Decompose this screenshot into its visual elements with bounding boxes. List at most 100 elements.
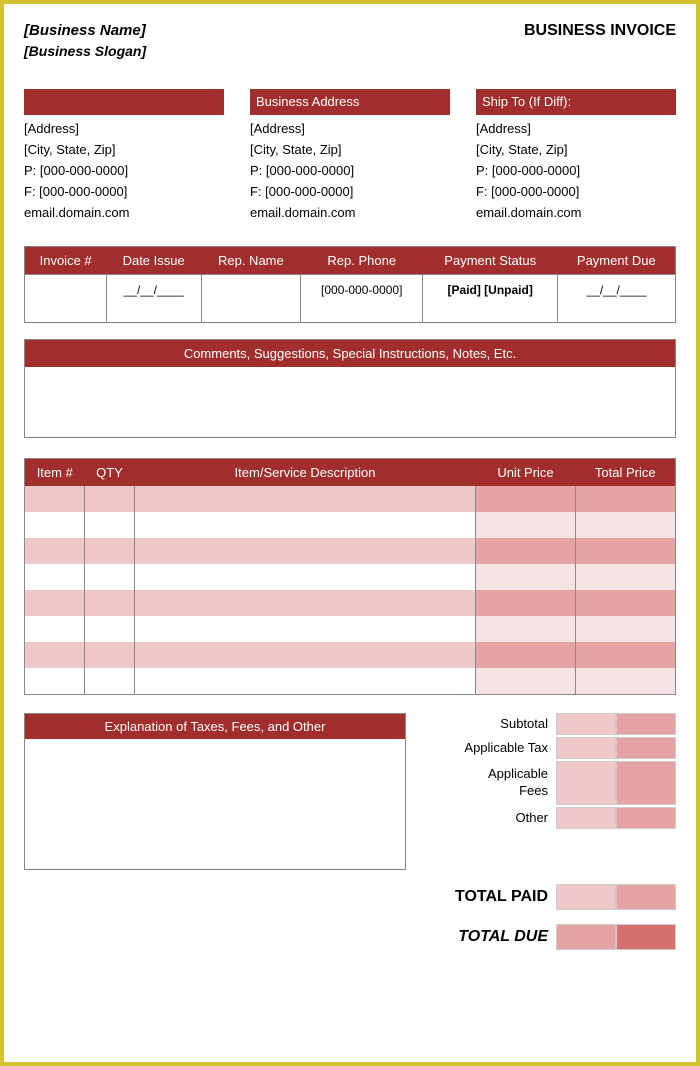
address-line: P: [000-000-0000] — [24, 163, 224, 178]
explain-body[interactable] — [25, 739, 405, 869]
item-cell[interactable] — [85, 616, 135, 642]
total-due-cell[interactable] — [556, 924, 616, 950]
item-cell[interactable] — [576, 668, 676, 694]
item-cell[interactable] — [85, 642, 135, 668]
meta-value-date[interactable]: __/__/____ — [106, 275, 201, 323]
total-due-row: TOTAL DUE — [24, 924, 676, 950]
item-cell[interactable] — [85, 590, 135, 616]
address-line: F: [000-000-0000] — [24, 184, 224, 199]
table-row — [25, 486, 676, 512]
address-line: [Address] — [250, 121, 450, 136]
item-cell[interactable] — [135, 486, 476, 512]
item-cell[interactable] — [576, 538, 676, 564]
table-row — [25, 512, 676, 538]
item-cell[interactable] — [576, 642, 676, 668]
totals-cell[interactable] — [616, 761, 676, 805]
item-cell[interactable] — [135, 590, 476, 616]
explain-box: Explanation of Taxes, Fees, and Other — [24, 713, 406, 870]
address-line: [Address] — [476, 121, 676, 136]
totals-label-fees-1: Applicable — [488, 766, 548, 783]
meta-value-repname[interactable] — [201, 275, 301, 323]
item-cell[interactable] — [25, 564, 85, 590]
item-cell[interactable] — [85, 564, 135, 590]
address-line: email.domain.com — [24, 205, 224, 220]
table-row — [25, 642, 676, 668]
item-cell[interactable] — [476, 590, 576, 616]
item-cell[interactable] — [576, 486, 676, 512]
totals-cell[interactable] — [616, 807, 676, 829]
address-line: P: [000-000-0000] — [476, 163, 676, 178]
address-line: email.domain.com — [250, 205, 450, 220]
item-cell[interactable] — [25, 668, 85, 694]
meta-value-repphone[interactable]: [000-000-0000] — [301, 275, 423, 323]
meta-value-invoice[interactable] — [25, 275, 107, 323]
totals-cell[interactable] — [556, 761, 616, 805]
item-cell[interactable] — [25, 616, 85, 642]
item-cell[interactable] — [476, 538, 576, 564]
meta-header-invoice: Invoice # — [25, 247, 107, 275]
totals-label-tax: Applicable Tax — [426, 737, 556, 759]
header: [Business Name] [Business Slogan] BUSINE… — [24, 22, 676, 59]
table-row — [25, 564, 676, 590]
item-cell[interactable] — [135, 642, 476, 668]
item-cell[interactable] — [25, 486, 85, 512]
meta-value-due[interactable]: __/__/____ — [558, 275, 676, 323]
invoice-meta-table: Invoice # Date Issue Rep. Name Rep. Phon… — [24, 246, 676, 323]
totals-label-other: Other — [426, 807, 556, 829]
item-cell[interactable] — [476, 668, 576, 694]
address-line: [Address] — [24, 121, 224, 136]
table-row — [25, 538, 676, 564]
comments-body[interactable] — [25, 367, 675, 437]
totals-label-fees-2: Fees — [519, 783, 548, 800]
item-cell[interactable] — [476, 642, 576, 668]
address-header-shipto: Ship To (If Diff): — [476, 89, 676, 115]
item-cell[interactable] — [576, 564, 676, 590]
item-cell[interactable] — [135, 616, 476, 642]
total-paid-cell[interactable] — [556, 884, 616, 910]
totals-cell[interactable] — [616, 713, 676, 735]
item-cell[interactable] — [576, 512, 676, 538]
totals-label-subtotal: Subtotal — [426, 713, 556, 735]
address-line: F: [000-000-0000] — [476, 184, 676, 199]
totals-label-fees: Applicable Fees — [426, 761, 556, 805]
address-col-shipto: Ship To (If Diff): [Address] [City, Stat… — [476, 89, 676, 226]
item-cell[interactable] — [85, 486, 135, 512]
item-cell[interactable] — [85, 512, 135, 538]
meta-header-repphone: Rep. Phone — [301, 247, 423, 275]
item-cell[interactable] — [135, 668, 476, 694]
address-line: [City, State, Zip] — [250, 142, 450, 157]
item-cell[interactable] — [25, 538, 85, 564]
item-cell[interactable] — [476, 486, 576, 512]
item-cell[interactable] — [476, 564, 576, 590]
meta-header-due: Payment Due — [558, 247, 676, 275]
explain-header: Explanation of Taxes, Fees, and Other — [25, 714, 405, 739]
total-due-cell[interactable] — [616, 924, 676, 950]
total-paid-cell[interactable] — [616, 884, 676, 910]
item-cell[interactable] — [85, 538, 135, 564]
item-cell[interactable] — [135, 538, 476, 564]
item-cell[interactable] — [476, 512, 576, 538]
address-header-business: Business Address — [250, 89, 450, 115]
totals-cell[interactable] — [616, 737, 676, 759]
item-cell[interactable] — [25, 642, 85, 668]
totals-cell[interactable] — [556, 807, 616, 829]
address-section: [Address] [City, State, Zip] P: [000-000… — [24, 89, 676, 226]
totals-cell[interactable] — [556, 713, 616, 735]
item-cell[interactable] — [135, 564, 476, 590]
item-cell[interactable] — [576, 590, 676, 616]
bottom-section: Explanation of Taxes, Fees, and Other Su… — [24, 713, 676, 870]
business-identity: [Business Name] [Business Slogan] — [24, 22, 146, 59]
table-row — [25, 668, 676, 694]
address-line: P: [000-000-0000] — [250, 163, 450, 178]
item-cell[interactable] — [25, 590, 85, 616]
item-cell[interactable] — [85, 668, 135, 694]
totals-cell[interactable] — [556, 737, 616, 759]
items-header-qty: QTY — [85, 459, 135, 487]
meta-value-status[interactable]: [Paid] [Unpaid] — [423, 275, 558, 323]
item-cell[interactable] — [25, 512, 85, 538]
items-header-desc: Item/Service Description — [135, 459, 476, 487]
item-cell[interactable] — [476, 616, 576, 642]
item-cell[interactable] — [135, 512, 476, 538]
business-name: [Business Name] — [24, 22, 146, 39]
item-cell[interactable] — [576, 616, 676, 642]
